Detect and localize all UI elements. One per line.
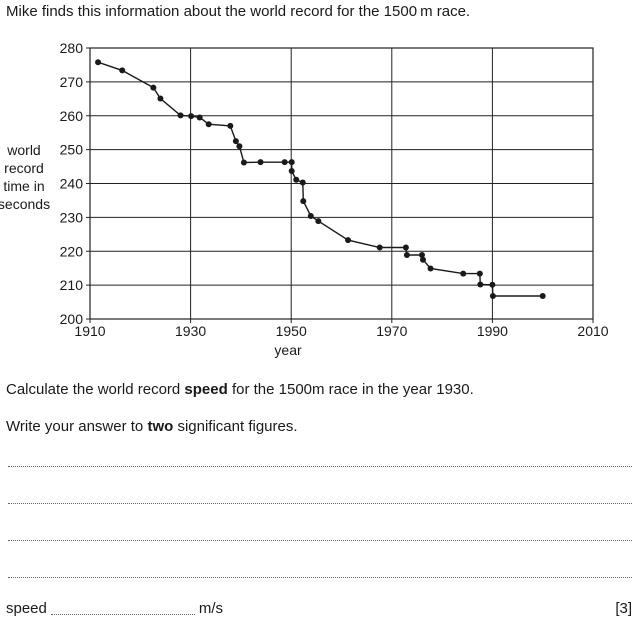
data-point-13 (281, 159, 288, 166)
y-tick-label-260: 260 (60, 108, 84, 124)
data-point-21 (345, 237, 352, 244)
chart-axes (86, 47, 594, 323)
speed-answer-field[interactable] (50, 614, 195, 615)
data-point-17 (299, 179, 306, 186)
plot-frame (89, 47, 594, 320)
answer-line-4[interactable] (8, 577, 632, 578)
data-point-0 (95, 59, 102, 66)
data-point-25 (418, 251, 425, 258)
x-tick-label-1910: 1910 (74, 323, 105, 339)
data-point-10 (236, 143, 243, 150)
data-point-32 (489, 292, 496, 299)
data-point-29 (476, 270, 483, 277)
y-tick-label-270: 270 (60, 74, 84, 90)
data-point-33 (539, 292, 546, 299)
data-point-12 (257, 159, 264, 166)
y-tick-label-250: 250 (60, 142, 84, 158)
data-point-14 (288, 159, 295, 166)
x-tick-label-1970: 1970 (376, 323, 407, 339)
chart-series (95, 59, 546, 299)
series-line-0 (97, 61, 543, 297)
data-point-2 (150, 84, 157, 91)
data-point-7 (205, 121, 212, 128)
y-tick-label-230: 230 (60, 209, 84, 225)
x-tick-label-1990: 1990 (477, 323, 508, 339)
data-point-27 (427, 265, 434, 272)
answer-line-2[interactable] (8, 503, 632, 504)
data-point-26 (419, 256, 426, 263)
chart-labels: 200 210 220 230 240 250 260 270 280 1910 1930 1950 1… (0, 40, 609, 358)
world-record-chart: 200 210 220 230 240 250 260 270 280 1910 1930 1950 1… (0, 40, 609, 358)
data-point-23 (402, 244, 409, 251)
y-axis-label-line-2: record (4, 160, 44, 176)
data-point-9 (232, 138, 239, 145)
x-axis-label: year (274, 342, 302, 358)
y-tick-label-200: 200 (60, 311, 84, 327)
x-tick-label-1930: 1930 (175, 323, 206, 339)
y-tick-label-220: 220 (60, 243, 84, 259)
speed-label: speed (6, 600, 47, 617)
question-sig-figs: Write your answer to two significant fig… (6, 418, 298, 435)
x-tick-label-2010: 2010 (577, 323, 608, 339)
x-tick-label-1950: 1950 (276, 323, 307, 339)
y-tick-label-240: 240 (60, 176, 84, 192)
data-point-11 (240, 159, 247, 166)
data-point-5 (188, 113, 195, 120)
y-axis-label-line-3: time in (3, 178, 44, 194)
data-point-31 (489, 281, 496, 288)
speed-answer-row: speed m/s (6, 600, 223, 618)
y-tick-label-280: 280 (60, 40, 84, 56)
answer-line-3[interactable] (8, 540, 632, 541)
data-point-6 (196, 114, 203, 121)
answer-line-1[interactable] (8, 466, 632, 467)
data-point-8 (227, 122, 234, 129)
data-point-24 (403, 251, 410, 258)
data-point-3 (157, 95, 164, 102)
data-point-4 (177, 112, 184, 119)
data-point-1 (119, 67, 126, 74)
speed-unit: m/s (198, 600, 224, 617)
data-point-30 (477, 281, 484, 288)
data-point-28 (460, 270, 467, 277)
question-calculate: Calculate the world record speed for the… (6, 381, 474, 398)
data-point-22 (376, 244, 383, 251)
y-axis-label-line-1: world (6, 142, 40, 158)
marks-label: [3] (615, 600, 632, 617)
data-point-18 (300, 198, 307, 205)
chart-grid (89, 47, 594, 320)
data-point-19 (307, 213, 314, 220)
y-axis-label-line-4: seconds (0, 196, 50, 212)
y-tick-label-210: 210 (60, 277, 84, 293)
data-point-20 (315, 218, 322, 225)
data-point-16 (293, 176, 300, 183)
question-intro: Mike finds this information about the wo… (6, 3, 471, 20)
data-point-15 (288, 167, 295, 174)
